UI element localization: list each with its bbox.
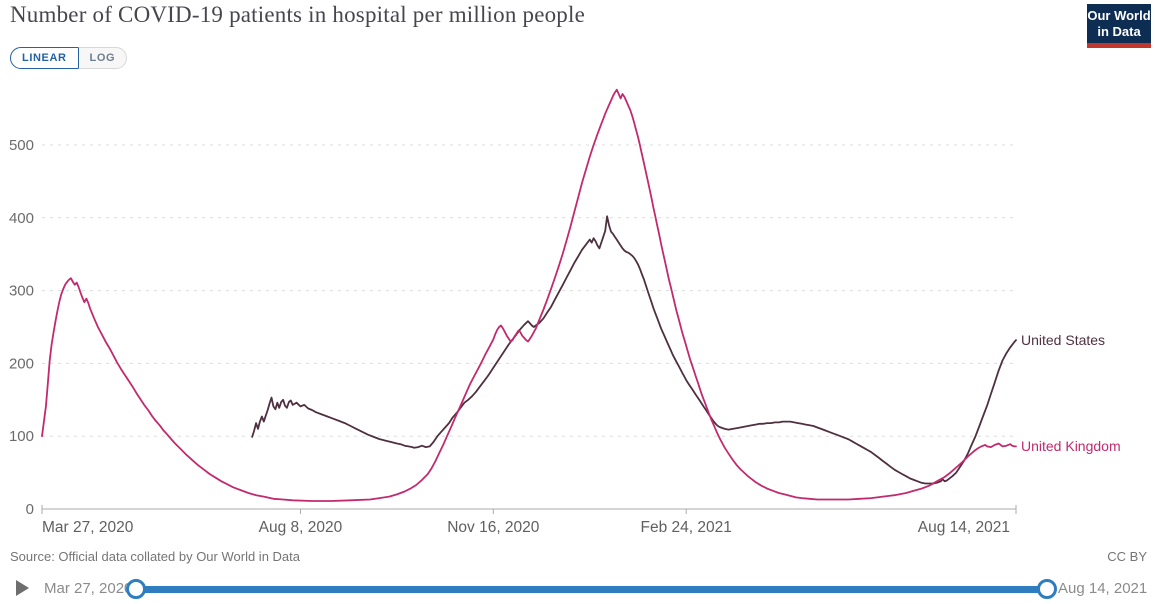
y-tick-label: 500 bbox=[9, 137, 34, 154]
series-label-united-states[interactable]: United States bbox=[1021, 332, 1106, 349]
owid-logo-line2: in Data bbox=[1097, 24, 1141, 39]
y-tick-label: 0 bbox=[26, 501, 34, 518]
owid-logo[interactable]: Our World in Data bbox=[1087, 4, 1151, 48]
timeline-track[interactable] bbox=[135, 586, 1046, 593]
series-line-united-kingdom[interactable] bbox=[41, 88, 1017, 502]
y-tick-label: 200 bbox=[9, 355, 34, 372]
scale-toggle: LINEAR LOG bbox=[10, 47, 128, 69]
timeline-start-date[interactable]: Mar 27, 2020 bbox=[44, 580, 133, 597]
source-note[interactable]: Source: Official data collated by Our Wo… bbox=[10, 549, 300, 564]
x-tick-label: Aug 14, 2021 bbox=[918, 519, 1010, 536]
linear-scale-button[interactable]: LINEAR bbox=[10, 47, 79, 69]
footer: Source: Official data collated by Our Wo… bbox=[0, 547, 1155, 567]
log-scale-button[interactable]: LOG bbox=[89, 52, 116, 64]
x-tick-label: Mar 27, 2020 bbox=[42, 519, 134, 536]
play-icon[interactable] bbox=[16, 580, 29, 596]
timeline: Mar 27, 2020 Aug 14, 2021 bbox=[0, 576, 1155, 604]
x-tick-label: Nov 16, 2020 bbox=[447, 519, 540, 536]
page-title: Number of COVID-19 patients in hospital … bbox=[10, 2, 585, 27]
timeline-end-date[interactable]: Aug 14, 2021 bbox=[1058, 580, 1148, 597]
series-line-united-states[interactable] bbox=[251, 215, 1017, 485]
y-tick-label: 400 bbox=[9, 210, 34, 227]
series-label-united-kingdom[interactable]: United Kingdom bbox=[1021, 438, 1121, 455]
y-tick-label: 100 bbox=[9, 428, 34, 445]
x-tick-label: Feb 24, 2021 bbox=[641, 519, 732, 536]
y-tick-label: 300 bbox=[9, 283, 34, 300]
timeline-end-handle[interactable] bbox=[1037, 579, 1057, 599]
timeline-start-handle[interactable] bbox=[126, 579, 146, 599]
license-label[interactable]: CC BY bbox=[1107, 549, 1147, 564]
x-tick-label: Aug 8, 2020 bbox=[259, 519, 343, 536]
owid-logo-line1: Our World bbox=[1087, 8, 1151, 23]
